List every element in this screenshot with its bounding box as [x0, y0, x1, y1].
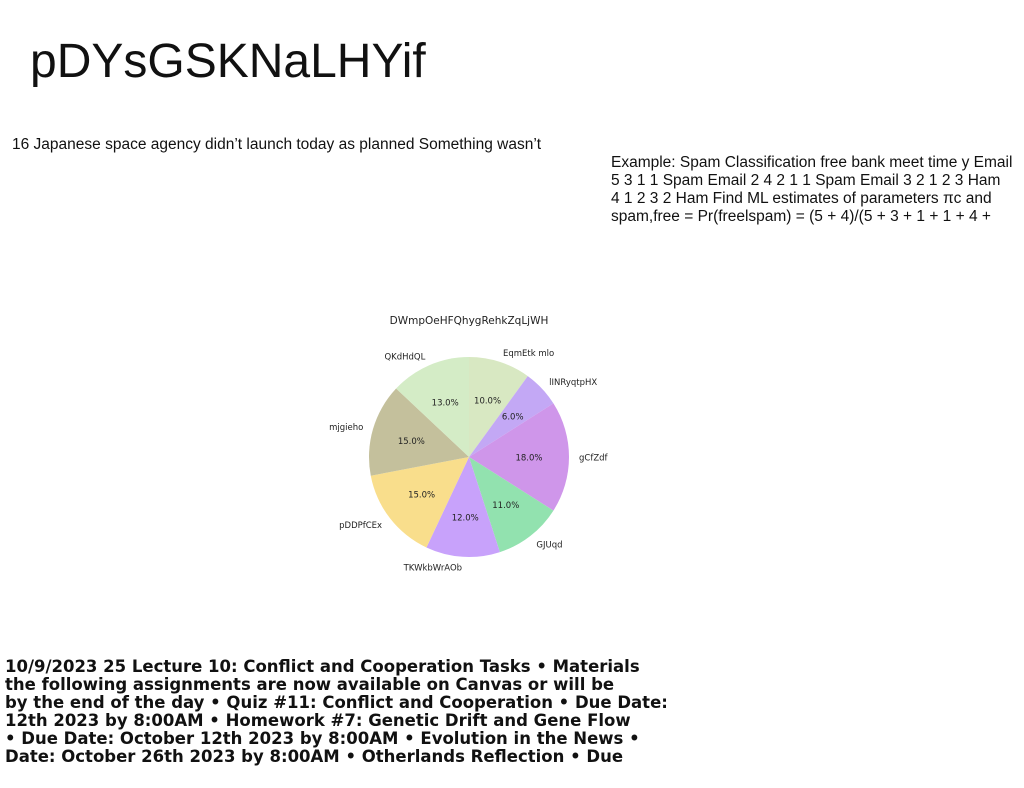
- pie-labels: 10.0% EqmEtk mlo 6.0% lINRyqtpHX 18.0% gCfZdf…: [329, 349, 608, 573]
- pie-category-label: GJUqd: [536, 540, 562, 550]
- pie-slice-eqmetk-mlo: [469, 357, 528, 457]
- spam-example-line: spam,free = Pr(freelspam) = (5 + 4)/(5 +…: [611, 208, 991, 225]
- pie-percent-label: 11.0%: [492, 501, 519, 511]
- pie-percent-label: 10.0%: [474, 396, 501, 406]
- pie-percent-label: 18.0%: [515, 454, 542, 464]
- pie-slice-mjgieho: [369, 388, 469, 476]
- pie-slice-tkwkbwraob: [426, 457, 500, 557]
- pie-percent-label: 15.0%: [408, 490, 435, 500]
- lecture-line: • Due Date: October 12th 2023 by 8:00AM …: [5, 729, 640, 748]
- lecture-line: the following assignments are now availa…: [5, 675, 615, 694]
- pie-percent-label: 15.0%: [398, 437, 425, 447]
- lecture-line: 10/9/2023 25 Lecture 10: Conflict and Co…: [5, 657, 640, 676]
- page-title: pDYsGSKNaLHYif: [30, 35, 426, 88]
- lecture-text: 10/9/2023 25 Lecture 10: Conflict and Co…: [5, 657, 668, 766]
- pie-slice-gcfzdf: [469, 403, 569, 511]
- lecture-line: Date: October 26th 2023 by 8:00AM • Othe…: [5, 747, 624, 766]
- pie-category-label: gCfZdf: [579, 454, 609, 464]
- pie-slice-linryqtphx: [469, 376, 554, 457]
- pie-slice-gjuqd: [469, 457, 554, 553]
- pie-category-label: mjgieho: [329, 423, 363, 433]
- chart-title: DWmpOeHFQhygRehkZqLjWH: [390, 315, 549, 327]
- lecture-line: 12th 2023 by 8:00AM • Homework #7: Genet…: [5, 711, 631, 730]
- pie-slice-qkdhdql: [396, 357, 469, 457]
- pie-slices: [369, 357, 569, 557]
- headline-text: 16 Japanese space agency didn’t launch t…: [12, 136, 542, 153]
- lecture-line: by the end of the day • Quiz #11: Confli…: [5, 693, 668, 712]
- spam-example-line: 4 1 2 3 2 Ham Find ML estimates of param…: [611, 190, 992, 207]
- pie-chart-svg: DWmpOeHFQhygRehkZqLjWH 10.0% EqmEtk mlo 6.…: [329, 315, 608, 573]
- pie-percent-label: 13.0%: [432, 398, 459, 408]
- spam-example-text: Example: Spam Classification free bank m…: [611, 154, 1024, 226]
- pie-category-label: pDDPfCEx: [339, 521, 382, 531]
- pie-slice-pddpfcex: [370, 457, 469, 548]
- pie-chart: DWmpOeHFQhygRehkZqLjWH 10.0% EqmEtk mlo 6.…: [300, 300, 640, 600]
- pie-category-label: lINRyqtpHX: [549, 378, 597, 388]
- pie-category-label: QKdHdQL: [384, 353, 425, 363]
- spam-example-line: 5 3 1 1 Spam Email 2 4 2 1 1 Spam Email …: [611, 172, 1001, 189]
- pie-category-label: TKWkbWrAOb: [403, 563, 462, 573]
- pie-percent-label: 12.0%: [452, 513, 479, 523]
- spam-example-line: Example: Spam Classification free bank m…: [611, 154, 1013, 171]
- pie-percent-label: 6.0%: [502, 412, 524, 422]
- pie-category-label: EqmEtk mlo: [503, 349, 554, 359]
